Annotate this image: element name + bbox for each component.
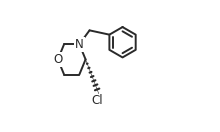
Text: N: N — [75, 38, 84, 51]
Text: Cl: Cl — [92, 95, 103, 107]
Text: O: O — [53, 53, 62, 66]
